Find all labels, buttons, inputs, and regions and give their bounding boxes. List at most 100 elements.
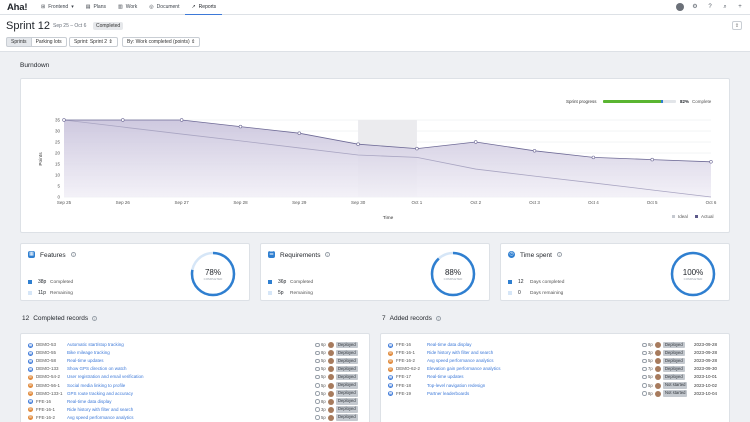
record-points: 5p (321, 374, 326, 380)
table-row[interactable]: ▦ DEMO-53 Automatic start/stop tracking 6p D… (21, 341, 369, 349)
table-row[interactable]: ▦ FFE-19 Partner leaderboards 8p Not started… (381, 390, 729, 398)
table-row[interactable]: ▦ DEMO-55 Bike mileage tracking 8p Deployed (21, 349, 369, 357)
record-id[interactable]: FFE-17 (396, 374, 412, 380)
status-badge[interactable]: Not started (663, 390, 688, 397)
status-badge[interactable]: Deployed (663, 341, 685, 348)
record-points: 5p (321, 382, 326, 388)
aha-logo[interactable]: Aha! (7, 1, 28, 13)
record-id[interactable]: FFE-16-2 (36, 414, 56, 420)
record-id[interactable]: DEMO-62-2 (396, 366, 421, 372)
feature-icon: ▦ (388, 391, 393, 397)
sprint-filter[interactable]: Sprint: Sprint 2 ⇕ (69, 37, 118, 47)
table-row[interactable]: ▦ DEMO-58 Real-time updates 5p Deployed (21, 357, 369, 365)
avatar[interactable] (676, 3, 684, 11)
share-icon[interactable]: ⇪ (732, 21, 742, 30)
status-badge[interactable]: Deployed (336, 414, 358, 421)
record-id[interactable]: DEMO-58 (36, 358, 57, 364)
status-badge[interactable]: Deployed (663, 373, 685, 381)
table-row[interactable]: ▦ FFE-16 Real-time data display 8p Deployed 2… (381, 341, 729, 349)
status-badge[interactable]: Deployed (336, 349, 358, 357)
status-badge[interactable]: Deployed (336, 341, 358, 348)
info-icon[interactable]: i (557, 252, 562, 257)
nav-work[interactable]: ▥ Work (112, 0, 143, 15)
table-row[interactable]: ☰ DEMO-62-2 Elevation gain performance ana… (381, 365, 729, 373)
info-icon[interactable]: i (325, 252, 330, 257)
record-name[interactable]: Automatic start/stop tracking (67, 342, 124, 347)
record-id[interactable]: FFE-18 (396, 382, 412, 388)
avatar (328, 414, 334, 421)
record-name[interactable]: Bike mileage tracking (67, 350, 110, 356)
record-id[interactable]: DEMO-53 (36, 342, 57, 347)
avatar (655, 366, 661, 373)
table-row[interactable]: ☰ DEMO-54-2 User registration and email ve… (21, 373, 369, 381)
table-row[interactable]: ▦ DEMO-133 Show GPS direction on watch 5p De… (21, 365, 369, 373)
tab-sprints[interactable]: Sprints (6, 37, 32, 47)
record-name[interactable]: Ride history with filter and search (67, 406, 134, 412)
sprint-progress-suffix: Complete (692, 99, 712, 104)
help-icon[interactable]: ? (708, 4, 712, 10)
status-badge[interactable]: Deployed (663, 365, 685, 373)
record-id[interactable]: DEMO-133 (36, 366, 59, 372)
nav-reports[interactable]: ↗ Reports (185, 0, 222, 16)
nav-frontend[interactable]: ⊞ Frontend ▾ (35, 0, 80, 15)
record-name[interactable]: Real-time updates (67, 358, 104, 364)
measure-filter[interactable]: By: Work completed (points) ⇕ (122, 37, 201, 47)
record-id[interactable]: DEMO-56-1 (36, 382, 61, 388)
table-row[interactable]: ☰ FFE-16-1 Ride history with filter and se… (381, 349, 729, 357)
table-row[interactable]: ☰ DEMO-56-1 Social media linking to profil… (21, 382, 369, 390)
status-badge[interactable]: Deployed (663, 357, 685, 365)
table-row[interactable]: ▦ FFE-17 Real-time updates 5p Deployed 2023-1… (381, 373, 729, 381)
info-icon[interactable]: i (71, 252, 76, 257)
record-name[interactable]: Real-time data display (67, 398, 112, 404)
record-id[interactable]: FFE-16 (36, 398, 52, 404)
record-id[interactable]: DEMO-133-1 (36, 390, 63, 396)
record-name[interactable]: Partner leaderboards (427, 390, 470, 396)
record-name[interactable]: Avg speed performance analytics (67, 414, 134, 420)
record-name[interactable]: Avg speed performance analytics (427, 358, 494, 364)
avatar (328, 342, 334, 348)
completed-swatch (268, 280, 272, 284)
record-name[interactable]: Social media linking to profile (67, 382, 126, 388)
info-icon[interactable]: i (92, 315, 98, 321)
record-name[interactable]: Elevation gain performance analytics (427, 366, 501, 372)
record-name[interactable]: Show GPS direction on watch (67, 366, 127, 372)
record-name[interactable]: GPS route tracking and accuracy (67, 390, 134, 396)
record-id[interactable]: DEMO-55 (36, 350, 57, 356)
table-row[interactable]: ▦ FFE-16 Real-time data display 8p Deployed (21, 398, 369, 406)
record-name[interactable]: Real-time updates (427, 374, 464, 380)
record-name[interactable]: Top-level navigation redesign (427, 382, 486, 388)
table-row[interactable]: ☰ DEMO-133-1 GPS route tracking and accura… (21, 390, 369, 398)
status-badge[interactable]: Deployed (336, 390, 358, 397)
record-date: 2023-10-01 (694, 374, 718, 380)
record-id[interactable]: FFE-16-2 (396, 358, 416, 364)
status-badge[interactable]: Not started (663, 382, 688, 389)
table-row[interactable]: ▦ FFE-18 Top-level navigation redesign 5p No… (381, 382, 729, 390)
record-id[interactable]: FFE-16-1 (36, 406, 56, 412)
record-name[interactable]: Real-time data display (427, 342, 472, 347)
table-row[interactable]: ☰ FFE-16-1 Ride history with filter and se… (21, 406, 369, 414)
legend-ideal-label: Ideal (678, 214, 688, 219)
status-badge[interactable]: Deployed (663, 349, 685, 357)
record-id[interactable]: FFE-19 (396, 390, 412, 396)
record-name[interactable]: Ride history with filter and search (427, 350, 494, 356)
table-row[interactable]: ☰ FFE-16-2 Avg speed performance analytics… (381, 357, 729, 365)
nav-document[interactable]: ◎ Document (143, 0, 185, 15)
tab-parking-lots[interactable]: Parking lots (31, 37, 67, 47)
status-badge[interactable]: Deployed (336, 382, 358, 389)
status-badge[interactable]: Deployed (336, 373, 358, 381)
status-badge[interactable]: Deployed (336, 357, 358, 365)
status-badge[interactable]: Deployed (336, 365, 358, 373)
record-name[interactable]: User registration and email verification (67, 374, 144, 380)
table-row[interactable]: ☰ FFE-16-2 Avg speed performance analytics… (21, 414, 369, 422)
record-id[interactable]: FFE-16 (396, 342, 412, 347)
gear-icon[interactable]: ⚙ (692, 4, 698, 10)
requirement-icon: ☰ (28, 383, 33, 388)
plus-icon[interactable]: + (738, 4, 742, 10)
status-badge[interactable]: Deployed (336, 406, 358, 413)
record-id[interactable]: DEMO-54-2 (36, 374, 61, 380)
status-badge[interactable]: Deployed (336, 398, 358, 405)
record-id[interactable]: FFE-16-1 (396, 350, 416, 356)
search-icon[interactable]: ⌕ (723, 4, 727, 10)
nav-plans[interactable]: ▤ Plans (80, 0, 112, 15)
info-icon[interactable]: i (435, 315, 441, 321)
